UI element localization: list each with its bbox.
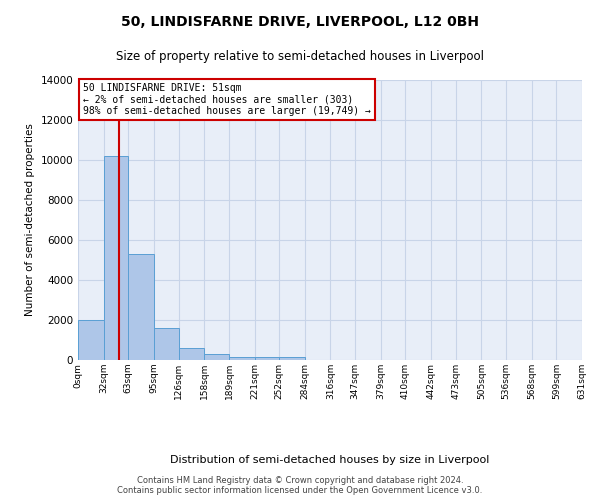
Bar — [154, 328, 179, 360]
Bar — [104, 156, 128, 360]
Bar — [204, 354, 229, 360]
Bar — [179, 348, 204, 360]
Y-axis label: Number of semi-detached properties: Number of semi-detached properties — [25, 124, 35, 316]
Text: Contains HM Land Registry data © Crown copyright and database right 2024.
Contai: Contains HM Land Registry data © Crown c… — [118, 476, 482, 495]
Text: 50 LINDISFARNE DRIVE: 51sqm
← 2% of semi-detached houses are smaller (303)
98% o: 50 LINDISFARNE DRIVE: 51sqm ← 2% of semi… — [83, 83, 371, 116]
Bar — [254, 357, 279, 360]
Bar — [279, 358, 305, 360]
X-axis label: Distribution of semi-detached houses by size in Liverpool: Distribution of semi-detached houses by … — [170, 454, 490, 464]
Bar — [229, 356, 254, 360]
Bar — [128, 254, 154, 360]
Bar — [78, 320, 104, 360]
Text: 50, LINDISFARNE DRIVE, LIVERPOOL, L12 0BH: 50, LINDISFARNE DRIVE, LIVERPOOL, L12 0B… — [121, 15, 479, 29]
Text: Size of property relative to semi-detached houses in Liverpool: Size of property relative to semi-detach… — [116, 50, 484, 63]
